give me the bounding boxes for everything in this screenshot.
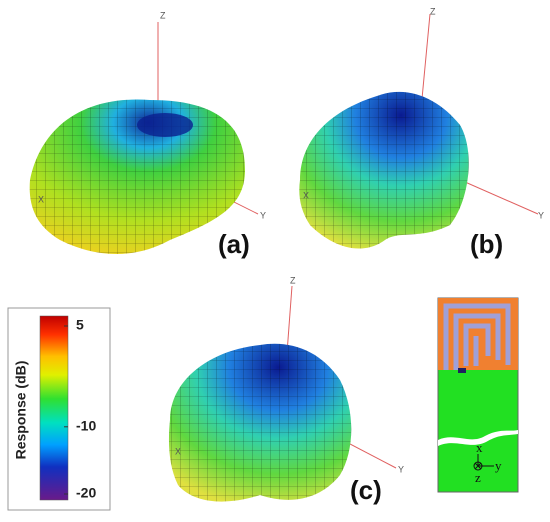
panel-label: (c) <box>350 475 382 505</box>
panel-b: Z X Y (b) <box>299 6 544 259</box>
colorbar-tick-label: -20 <box>76 485 96 501</box>
axis-label: Y <box>398 464 404 474</box>
break-mark <box>438 430 518 446</box>
z-cross <box>474 462 482 470</box>
axis-label: Z <box>290 275 296 285</box>
mesh <box>29 99 246 254</box>
axis-label: x <box>476 440 483 455</box>
axis-label: X <box>38 194 44 204</box>
panel-label: (b) <box>470 229 503 259</box>
null <box>137 113 193 137</box>
axis-label: X <box>175 446 181 456</box>
axis-label: Z <box>160 10 166 20</box>
panel-c: Z X Y (c) <box>168 275 404 505</box>
axis-label: X <box>303 190 309 200</box>
colorbar-tick-label: 5 <box>76 317 84 333</box>
colorbar-tick-label: -10 <box>76 418 96 434</box>
axis-label: Y <box>538 210 544 220</box>
feed <box>458 368 466 373</box>
colorbar: Response (dB) 5 -10 -20 <box>7 307 111 511</box>
panel-label: (a) <box>218 229 250 259</box>
colorbar-scale <box>39 315 69 501</box>
axis-label: Z <box>430 6 436 16</box>
axis-label: y <box>495 458 502 473</box>
mesh <box>168 343 352 502</box>
panel-a: Z X Y (a) <box>29 10 266 259</box>
z-symbol <box>473 461 483 471</box>
mesh <box>299 91 469 249</box>
meander-slot <box>443 303 511 370</box>
axis-label: Y <box>260 210 266 220</box>
antenna-inset: x y z <box>437 297 519 493</box>
colorbar-label: Response (dB) <box>13 361 29 460</box>
axis-label: z <box>475 470 481 485</box>
